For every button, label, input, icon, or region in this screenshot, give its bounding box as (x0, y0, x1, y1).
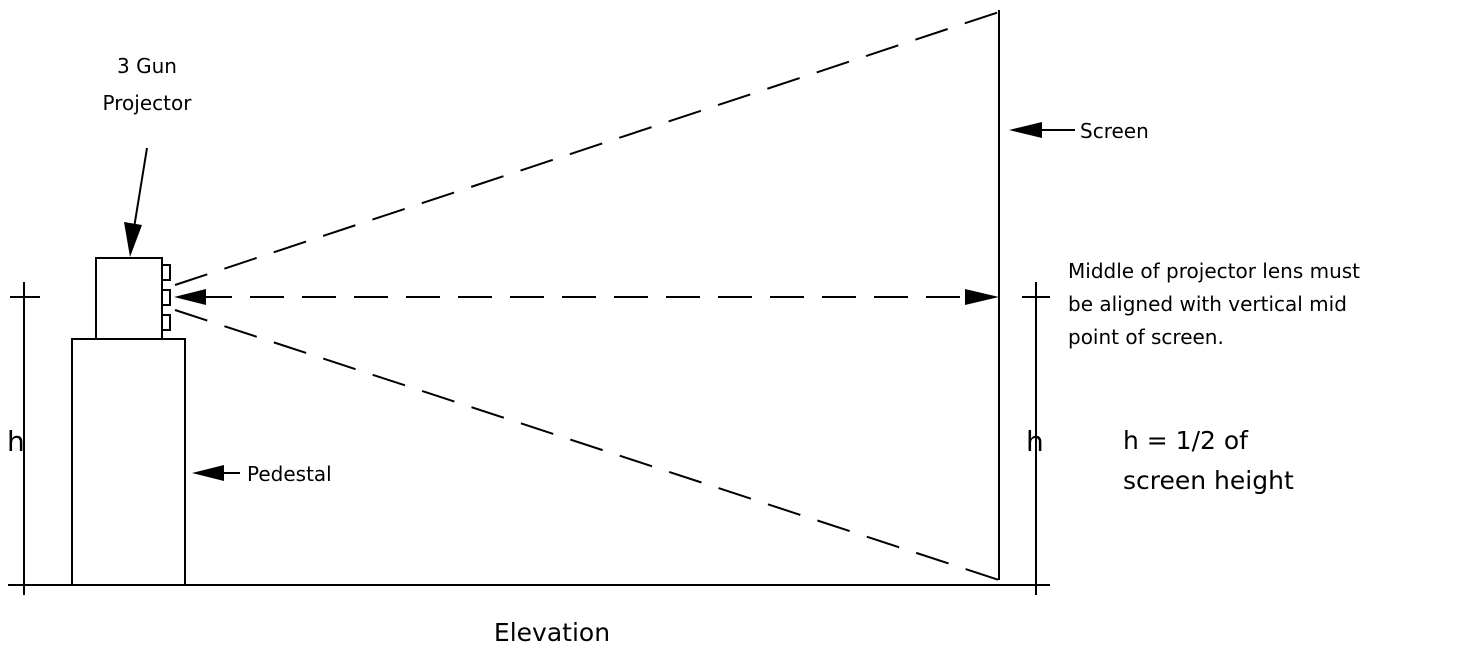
formula-line2: screen height (1123, 466, 1294, 495)
projection-ray-top (174, 11, 1000, 286)
projector-lens-top (161, 264, 171, 281)
alignment-note-line1: Middle of projector lens must (1068, 259, 1360, 283)
pedestal-label: Pedestal (247, 462, 332, 486)
projector-label-line2: Projector (103, 91, 193, 115)
pedestal (71, 338, 186, 586)
left-dimension-label: h (7, 425, 25, 458)
projector-body (95, 257, 163, 340)
elevation-caption: Elevation (494, 618, 610, 647)
projector-label-line1: 3 Gun (117, 54, 177, 78)
projector-lens-middle (161, 289, 171, 306)
projection-ray-bottom (174, 309, 1000, 581)
screen-pointer-arrowhead (1009, 122, 1042, 138)
center-ray-arrowhead-right (965, 289, 999, 305)
projector-lens-bottom (161, 314, 171, 331)
right-dimension-label: h (1026, 425, 1044, 458)
alignment-note-line2: be aligned with vertical mid (1068, 292, 1347, 316)
alignment-note-line3: point of screen. (1068, 325, 1224, 349)
screen-label: Screen (1080, 119, 1149, 143)
center-ray-arrowhead-left (174, 289, 206, 305)
formula-line1: h = 1/2 of (1123, 426, 1249, 455)
pedestal-pointer-arrowhead (192, 465, 224, 481)
projector-pointer-shaft (133, 147, 148, 229)
projector-pointer-arrowhead (124, 222, 142, 257)
